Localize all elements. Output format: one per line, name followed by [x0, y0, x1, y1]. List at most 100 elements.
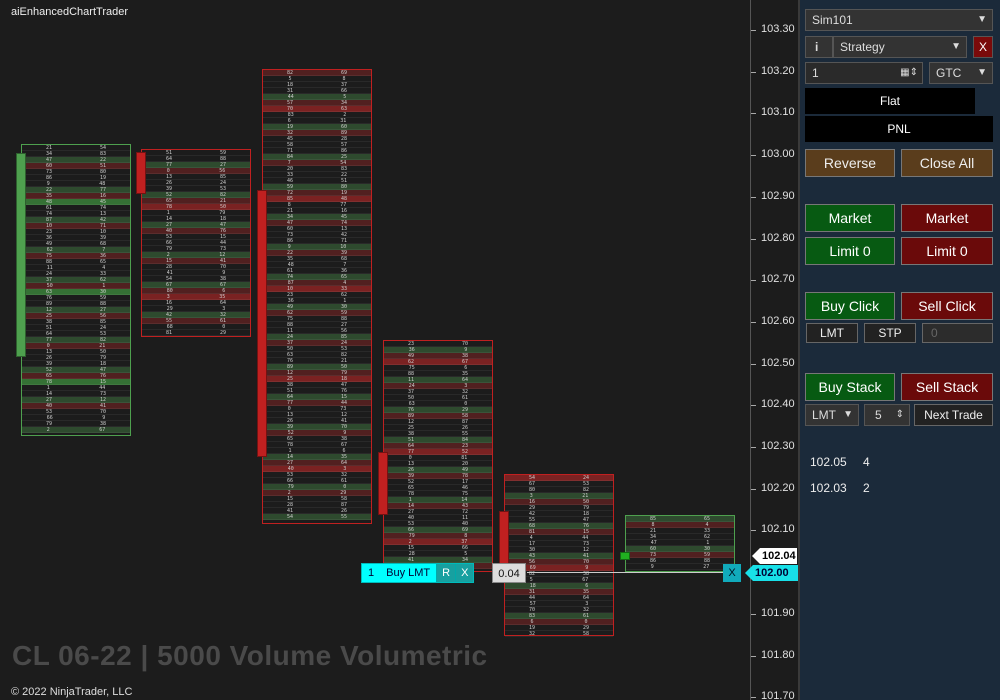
bid-volume: 51: [165, 150, 173, 156]
ask-volume: 79: [340, 370, 348, 376]
reverse-button[interactable]: Reverse: [805, 149, 895, 177]
next-trade-button[interactable]: Next Trade: [914, 404, 993, 426]
ask-volume: 88: [219, 156, 227, 162]
strategy-remove-button[interactable]: X: [973, 36, 993, 58]
ask-volume: 70: [582, 559, 590, 565]
footprint-row: 9 27: [626, 564, 734, 570]
ask-volume: 9: [343, 430, 347, 436]
bid-volume: 63: [286, 352, 294, 358]
ask-volume: 89: [340, 130, 348, 136]
footprint-row: 52 17: [384, 479, 492, 485]
order-bar[interactable]: 1 Buy LMT R X: [361, 563, 475, 583]
ask-volume: 1: [343, 298, 347, 304]
bid-volume: 13: [165, 174, 173, 180]
footprint-row: 48 7: [263, 262, 371, 268]
stack-type-select[interactable]: LMT ▼: [805, 404, 859, 426]
stack-count-stepper[interactable]: 5 ⇕: [864, 404, 910, 426]
close-all-button[interactable]: Close All: [901, 149, 993, 177]
strategy-select[interactable]: Strategy ▼: [833, 36, 967, 58]
ask-volume: 54: [340, 160, 347, 166]
bid-volume: 83: [528, 613, 536, 619]
limit-sell-button[interactable]: Limit 0: [901, 237, 993, 265]
stop-offset-input[interactable]: 0: [922, 323, 993, 343]
bid-volume: 53: [286, 472, 294, 478]
bid-volume: 71: [286, 148, 294, 154]
ask-volume: 58: [582, 631, 590, 637]
ask-volume: 27: [99, 307, 107, 313]
footprint-row: 82 69: [263, 70, 371, 76]
price-axis[interactable]: 103.30 103.20 103.10 103.00 102.90 102.80 102.…: [750, 0, 798, 700]
sell-stack-button[interactable]: Sell Stack: [901, 373, 993, 401]
bid-volume: 0: [166, 168, 170, 174]
buy-stack-button[interactable]: Buy Stack: [805, 373, 895, 401]
stp-toggle[interactable]: STP: [864, 323, 916, 343]
footprint-row: 77 27: [142, 162, 250, 168]
bid-volume: 15: [165, 258, 173, 264]
ask-volume: 44: [582, 535, 589, 541]
quantity-value: 1: [812, 66, 819, 80]
bid-volume: 45: [286, 136, 294, 142]
order-cancel-button[interactable]: X: [455, 564, 474, 582]
close-tag-button[interactable]: X: [723, 564, 741, 582]
market-buy-button[interactable]: Market: [805, 204, 895, 232]
chart-area[interactable]: aiEnhancedChartTrader F 2154348347226051…: [0, 0, 750, 700]
limit-buy-button[interactable]: Limit 0: [805, 237, 895, 265]
bid-volume: 49: [407, 353, 415, 359]
bid-volume: 8: [287, 202, 291, 208]
bid-volume: 26: [286, 418, 294, 424]
bid-volume: 2: [287, 490, 291, 496]
footprint-row: 23 70: [384, 341, 492, 347]
bid-volume: 41: [407, 557, 415, 563]
lmt-toggle[interactable]: LMT: [806, 323, 858, 343]
bid-volume: 22: [286, 250, 294, 256]
ask-volume: 56: [340, 328, 348, 334]
bid-volume: 23: [407, 341, 415, 347]
bid-volume: 18: [529, 583, 536, 589]
bid-volume: 89: [45, 301, 53, 307]
footprint-row: 64 88: [142, 156, 250, 162]
quantity-input[interactable]: 1 ▦⇕: [805, 62, 923, 84]
footprint-row: 25 26: [384, 425, 492, 431]
bid-volume: 21: [286, 208, 294, 214]
ask-volume: 16: [99, 193, 107, 199]
calculator-stepper-icon[interactable]: ▦⇕: [900, 67, 918, 78]
ask-volume: 33: [99, 271, 107, 277]
order-label[interactable]: Buy LMT: [386, 567, 431, 579]
footprint-row: 80 6: [142, 288, 250, 294]
bid-volume: 55: [165, 318, 173, 324]
info-icon[interactable]: i: [805, 36, 833, 58]
bid-volume: 70: [286, 106, 294, 112]
ask-volume: 71: [99, 223, 107, 229]
ask-volume: 56: [99, 313, 107, 319]
tif-select[interactable]: GTC ▼: [929, 62, 993, 84]
ask-volume: 67: [340, 442, 348, 448]
ask-volume: 13: [340, 226, 348, 232]
ask-volume: 1: [102, 283, 106, 289]
buy-click-button[interactable]: Buy Click: [805, 292, 895, 320]
footprint-row: 54 55: [263, 514, 371, 520]
footprint-row: 5 67: [505, 577, 613, 583]
sell-click-button[interactable]: Sell Click: [901, 292, 993, 320]
price-tick-label: 102.50: [751, 356, 795, 369]
ask-volume: 47: [219, 222, 227, 228]
bid-volume: 41: [166, 270, 173, 276]
market-sell-button[interactable]: Market: [901, 204, 993, 232]
footprint-row: 26 49: [384, 467, 492, 473]
ask-volume: 37: [461, 539, 468, 545]
ask-volume: 64: [461, 377, 469, 383]
stepper-icon[interactable]: ⇕: [895, 409, 904, 420]
ask-volume: 53: [340, 346, 348, 352]
bid-volume: 27: [165, 222, 173, 228]
chevron-down-icon: ▼: [977, 67, 987, 78]
footprint-row: 16 64: [142, 300, 250, 306]
order-modify-button[interactable]: R: [436, 564, 456, 582]
ask-volume: 7: [343, 262, 347, 268]
account-select[interactable]: Sim101 ▼: [805, 9, 993, 31]
ask-volume: 36: [340, 268, 348, 274]
bid-volume: 80: [528, 487, 536, 493]
footprint-row: 83 2: [263, 112, 371, 118]
bid-volume: 31: [286, 88, 294, 94]
footprint-row: 14 18: [142, 216, 250, 222]
footprint-bar: 51 59 64 88 77 27 0 56 13 85 26 24 39 53 52 82 65 21 78 50 1…: [141, 149, 251, 337]
footprint-row: 36 9: [384, 347, 492, 353]
